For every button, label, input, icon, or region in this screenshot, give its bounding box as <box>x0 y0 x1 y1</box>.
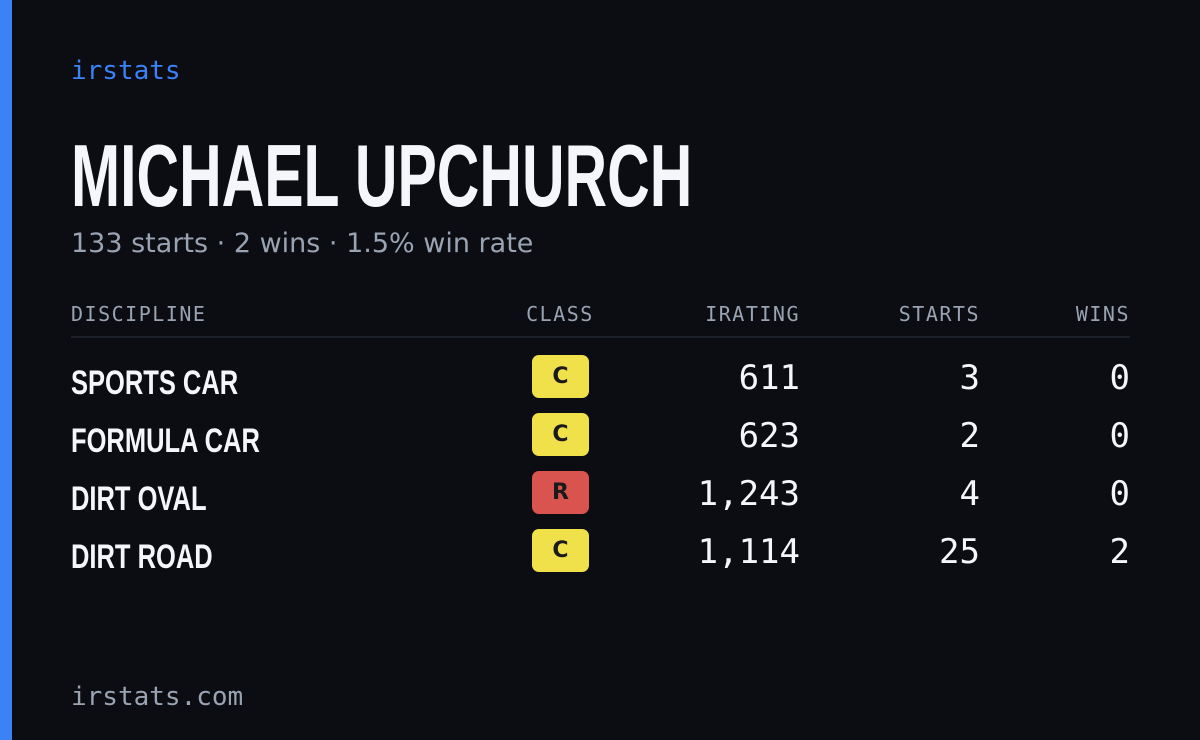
class-badge: C <box>532 355 589 398</box>
discipline: DIRT ROAD <box>71 538 213 576</box>
discipline: DIRT OVAL <box>71 480 207 518</box>
stat-value: 25 <box>939 532 980 572</box>
column-header: IRATING <box>705 302 800 326</box>
stat-value: 0 <box>1109 416 1130 456</box>
discipline: FORMULA CAR <box>71 422 260 460</box>
stat-value: 0 <box>1109 474 1130 514</box>
footer-url: irstats.com <box>71 682 244 712</box>
column-header: WINS <box>1075 302 1130 326</box>
column-header: STARTS <box>898 302 980 326</box>
stat-value: 3 <box>959 358 980 398</box>
stat-value: 1,243 <box>697 474 800 514</box>
stat-value: 2 <box>1109 532 1130 572</box>
driver-name: MICHAEL UPCHURCH <box>71 126 693 225</box>
accent-bar <box>0 0 12 740</box>
stat-value: 611 <box>738 358 800 398</box>
stat-value: 0 <box>1109 358 1130 398</box>
brand: irstats <box>71 56 181 86</box>
stat-value: 623 <box>738 416 800 456</box>
summary: 133 starts · 2 wins · 1.5% win rate <box>71 228 534 259</box>
column-header: CLASS <box>526 302 594 326</box>
header-rule <box>71 336 1130 338</box>
stat-value: 2 <box>959 416 980 456</box>
discipline: SPORTS CAR <box>71 364 239 402</box>
class-badge: C <box>532 413 589 456</box>
class-badge: R <box>532 471 589 514</box>
class-badge: C <box>532 529 589 572</box>
stat-value: 4 <box>959 474 980 514</box>
column-header: DISCIPLINE <box>71 302 207 326</box>
stat-value: 1,114 <box>697 532 800 572</box>
